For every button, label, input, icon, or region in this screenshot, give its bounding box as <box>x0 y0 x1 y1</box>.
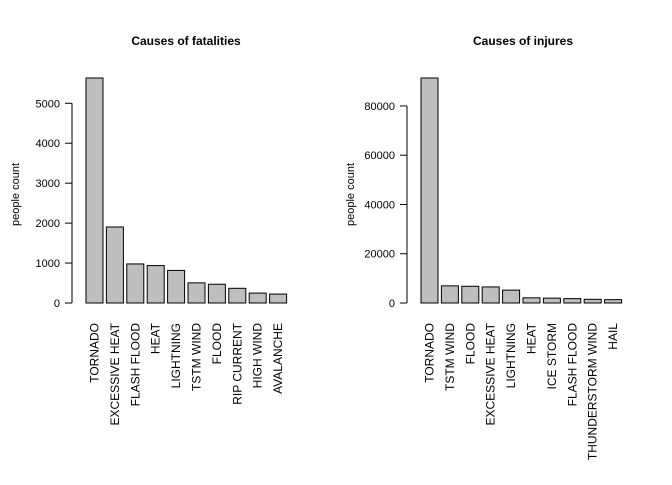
category-label: LIGHTNING <box>169 323 183 388</box>
bar <box>420 77 439 304</box>
category-label: HEAT <box>525 322 539 354</box>
bar <box>481 286 500 304</box>
y-tick-label: 20000 <box>364 249 395 261</box>
bar <box>542 297 561 304</box>
bar <box>105 226 124 304</box>
category-label: EXCESSIVE HEAT <box>484 322 498 425</box>
bar <box>604 299 623 304</box>
category-label: FLOOD <box>210 323 224 365</box>
category-label: LIGHTNING <box>504 323 518 388</box>
y-axis-label: people count <box>345 163 357 226</box>
bar <box>502 289 521 304</box>
category-label: HAIL <box>606 323 620 350</box>
category-label: TORNADO <box>88 323 102 383</box>
y-tick-label: 4000 <box>36 138 60 150</box>
y-tick-label: 40000 <box>364 199 395 211</box>
bar <box>187 282 206 304</box>
y-tick-label: 80000 <box>364 101 395 113</box>
y-tick-label: 5000 <box>36 98 60 110</box>
category-label: TSTM WIND <box>443 323 457 391</box>
bar <box>522 297 541 304</box>
chart-panel: Causes of fatalities people count 0 1000 200… <box>10 34 288 425</box>
bar <box>228 287 247 304</box>
category-label: THUNDERSTORM WIND <box>586 323 600 460</box>
category-label: TORNADO <box>423 323 437 383</box>
category-label: RIP CURRENT <box>230 322 244 404</box>
category-label: HIGH WIND <box>251 323 265 389</box>
bar <box>583 298 602 304</box>
y-tick-label: 1000 <box>36 258 60 270</box>
category-label: AVALANCHE <box>271 323 285 394</box>
chart-title: Causes of injures <box>473 34 573 48</box>
category-label: ICE STORM <box>545 323 559 389</box>
chart-panel: Causes of injures people count 0 20000 40000… <box>345 34 623 460</box>
bar <box>461 285 480 304</box>
category-label: EXCESSIVE HEAT <box>108 322 122 425</box>
y-tick-label: 2000 <box>36 218 60 230</box>
bar <box>563 298 582 304</box>
category-label: FLOOD <box>463 323 477 365</box>
category-label: HEAT <box>149 322 163 354</box>
bar <box>126 263 145 304</box>
bar <box>207 283 226 304</box>
category-label: FLASH FLOOD <box>565 323 579 407</box>
bar <box>167 269 186 304</box>
y-axis-label: people count <box>10 163 22 226</box>
bar <box>269 293 288 304</box>
y-tick-label: 0 <box>389 298 395 310</box>
y-tick-label: 0 <box>54 298 60 310</box>
y-tick-label: 3000 <box>36 178 60 190</box>
category-label: TSTM WIND <box>190 323 204 391</box>
chart-title: Causes of fatalities <box>131 34 241 48</box>
y-tick-label: 60000 <box>364 150 395 162</box>
bar <box>248 292 267 304</box>
bar <box>146 265 165 304</box>
category-label: FLASH FLOOD <box>128 323 142 407</box>
bar <box>85 77 104 304</box>
bar <box>440 285 459 304</box>
